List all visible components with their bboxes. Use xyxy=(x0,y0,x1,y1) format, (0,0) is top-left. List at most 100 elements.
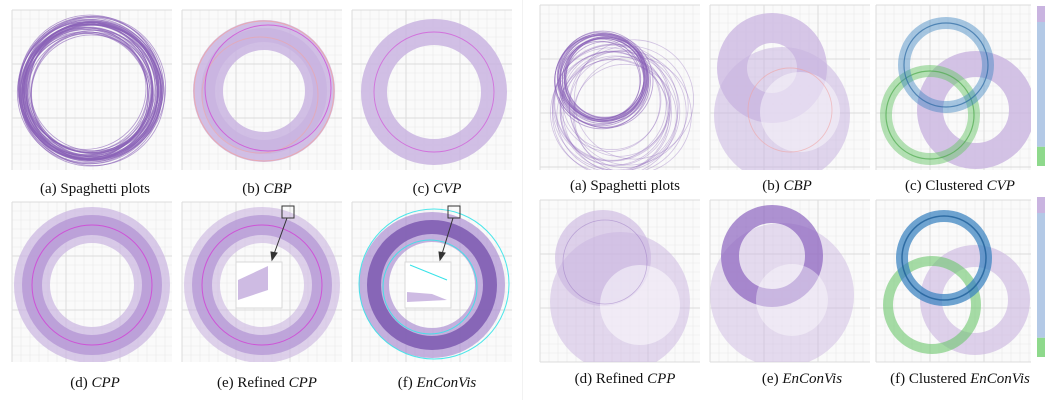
caption-left-a: (a) Spaghetti plots xyxy=(40,181,150,197)
spaghetti-contour xyxy=(30,34,153,156)
median-contour xyxy=(31,224,153,346)
spaghetti-contour xyxy=(562,50,687,170)
outlier-contour xyxy=(747,67,833,153)
caption-right-d: (d) Refined CPP xyxy=(574,371,676,387)
colorbar-segment xyxy=(1037,337,1045,357)
panel-left-e xyxy=(181,201,342,362)
spaghetti-contour xyxy=(568,45,689,166)
zoom-arrow xyxy=(441,217,454,255)
spaghetti-contour xyxy=(572,63,677,169)
colorbar-top xyxy=(1037,6,1045,166)
panel-content xyxy=(193,20,335,162)
spaghetti-contour xyxy=(557,32,649,125)
spaghetti-contour xyxy=(26,33,151,157)
refined-hole xyxy=(600,265,680,345)
panel-content xyxy=(550,210,690,362)
spaghetti-contour xyxy=(554,44,671,161)
spaghetti-contour xyxy=(559,34,647,122)
spaghetti-contour xyxy=(559,55,671,167)
panel-content xyxy=(714,13,850,170)
caption-left-d: (d) CPP xyxy=(70,375,120,391)
panel-content xyxy=(16,14,167,167)
spaghetti-contour xyxy=(556,59,670,170)
caption-left-f: (f) EnConVis xyxy=(397,375,477,391)
spaghetti-contour xyxy=(21,15,167,160)
enconvis-inner-band xyxy=(367,220,497,350)
enconvis-hole xyxy=(756,264,828,336)
median-contour xyxy=(373,31,495,153)
spaghetti-contour xyxy=(22,23,165,166)
panel-right-c xyxy=(875,4,1031,170)
caption-right-f: (f) Clustered EnConVis xyxy=(890,371,1030,387)
spaghetti-contour xyxy=(560,58,668,166)
caption-left-e: (e) Refined CPP xyxy=(217,375,317,391)
colorbar-bottom xyxy=(1037,197,1045,357)
column-divider xyxy=(522,0,523,400)
zoom-marker xyxy=(447,205,461,219)
panel-content xyxy=(880,17,1031,169)
spaghetti-contour xyxy=(559,50,681,170)
panel-right-d xyxy=(539,199,700,363)
colorbar-segment xyxy=(1037,6,1045,22)
colorbar-segment xyxy=(1037,197,1045,213)
panel-right-f xyxy=(875,199,1031,363)
cbp-inner-band xyxy=(201,28,327,154)
cvp-band xyxy=(917,51,1031,169)
zoom-arrow xyxy=(273,217,288,255)
enconvis-band xyxy=(721,205,823,307)
zoom-inset-shape xyxy=(407,292,447,302)
arrow-head xyxy=(438,251,446,262)
caption-right-b: (b) CBP xyxy=(762,178,812,194)
colorbar-segment xyxy=(1037,22,1045,147)
caption-left-b: (b) CBP xyxy=(242,181,292,197)
spaghetti-contour xyxy=(553,43,672,162)
spaghetti-contour xyxy=(569,56,670,157)
cluster-green-band xyxy=(883,256,981,354)
panel-left-c xyxy=(351,9,512,170)
median-contour xyxy=(204,24,332,152)
panel-content xyxy=(14,207,170,362)
panel-left-d xyxy=(11,201,172,362)
caption-left-c: (c) CVP xyxy=(412,181,462,197)
caption-right-a: (a) Spaghetti plots xyxy=(570,178,680,194)
colorbar-segment xyxy=(1037,213,1045,338)
spaghetti-contour xyxy=(562,50,662,151)
panel-right-a xyxy=(539,4,700,170)
panel-content xyxy=(184,207,340,362)
cbp-hole xyxy=(760,72,840,152)
panel-left-f xyxy=(351,201,512,362)
outlier-contour xyxy=(193,20,335,162)
spaghetti-contour xyxy=(551,50,679,170)
median-contour xyxy=(201,224,323,346)
caption-right-c: (c) Clustered CVP xyxy=(905,178,1015,194)
zoom-inset-shape xyxy=(238,266,268,300)
cluster-blue-median xyxy=(901,215,987,301)
outlier-contour xyxy=(201,36,319,154)
spaghetti-contour xyxy=(552,43,679,170)
panel-right-e xyxy=(709,199,870,363)
panel-content xyxy=(358,208,510,360)
cbp-outer-region xyxy=(714,47,850,170)
spaghetti-contour xyxy=(552,47,667,162)
zoom-marker xyxy=(281,205,295,219)
panel-content xyxy=(883,210,1030,355)
arrow-head xyxy=(270,251,278,262)
panel-left-b xyxy=(181,9,342,170)
colorbar-segment xyxy=(1037,146,1045,166)
spaghetti-contour xyxy=(18,14,162,158)
median-contour xyxy=(562,219,648,305)
zoom-annotations xyxy=(270,205,461,262)
panel-right-b xyxy=(709,4,870,170)
panel-left-a xyxy=(11,9,172,170)
spaghetti-contour xyxy=(573,39,694,160)
outlier-contour xyxy=(358,208,510,360)
cluster-green-median xyxy=(885,70,975,160)
cluster-blue-median xyxy=(903,22,989,108)
panel-content xyxy=(361,19,507,165)
spaghetti-contour xyxy=(557,30,648,121)
spaghetti-contour xyxy=(550,52,672,170)
panel-content xyxy=(550,30,694,170)
outlier-contour xyxy=(382,239,478,335)
